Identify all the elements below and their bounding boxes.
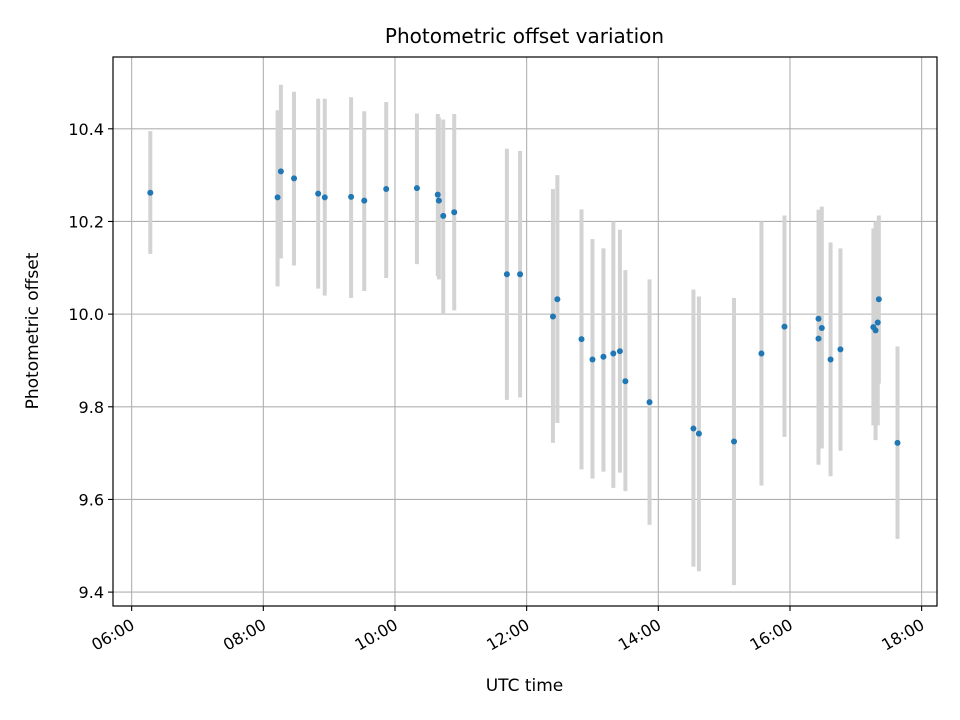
data-point [413, 185, 420, 192]
data-point [781, 323, 788, 330]
y-axis: 9.4 9.6 9.8 10.0 10.2 10.4 [68, 120, 113, 602]
chart-title: Photometric offset variation [385, 24, 664, 48]
data-point [589, 356, 596, 363]
data-point [646, 399, 653, 406]
data-point [549, 313, 556, 320]
grid [113, 57, 937, 606]
data-point [435, 197, 442, 204]
y-tick-label: 10.4 [68, 120, 104, 139]
data-point [440, 212, 447, 219]
data-point [695, 430, 702, 437]
data-point [321, 194, 328, 201]
data-point [291, 175, 298, 182]
data-point [361, 197, 368, 204]
data-point [837, 346, 844, 353]
data-point [815, 335, 822, 342]
y-tick-label: 10.0 [68, 305, 104, 324]
data-point [622, 378, 629, 385]
plot-frame [112, 56, 938, 607]
y-tick-label: 9.8 [79, 398, 104, 417]
data-point [348, 193, 355, 200]
data-point [274, 194, 281, 201]
data-point [517, 271, 524, 278]
data-point [578, 336, 585, 343]
x-axis-title: UTC time [486, 676, 564, 696]
data-point [315, 190, 322, 197]
data-point [875, 296, 882, 303]
data-point [818, 325, 825, 332]
data-point [277, 168, 284, 175]
data-point [872, 327, 879, 334]
data-point [147, 189, 154, 196]
data-point [434, 191, 441, 198]
y-tick-label: 9.4 [79, 583, 104, 602]
data-point [616, 348, 623, 355]
data-point [731, 438, 738, 445]
y-tick-label: 10.2 [68, 212, 104, 231]
data-point [758, 350, 765, 357]
data-point [815, 315, 822, 322]
data-point [554, 296, 561, 303]
data-point [383, 186, 390, 193]
y-tick-label: 9.6 [79, 490, 104, 509]
data-point [503, 271, 510, 278]
data-point [827, 356, 834, 363]
data-point [610, 350, 617, 357]
data-point [600, 353, 607, 360]
data-point [451, 209, 458, 216]
data-point [874, 319, 881, 326]
data-point [690, 425, 697, 432]
y-axis-title: Photometric offset [23, 252, 43, 409]
data-points [147, 168, 901, 446]
data-point [894, 439, 901, 446]
